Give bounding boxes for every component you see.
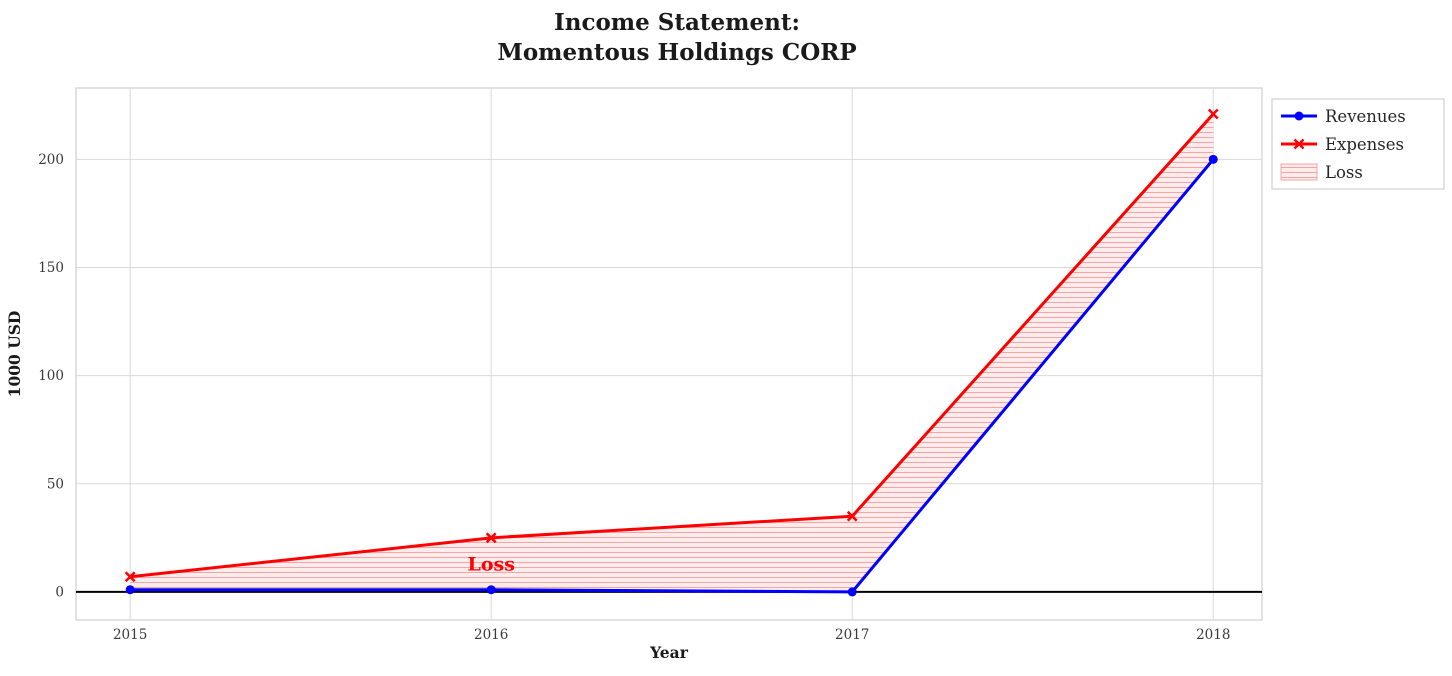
legend-item-expenses: Expenses bbox=[1281, 135, 1404, 154]
y-tick-label: 100 bbox=[38, 368, 64, 384]
legend-circle-marker-icon bbox=[1294, 111, 1304, 121]
expenses-marker-icon bbox=[124, 571, 136, 583]
revenues-line bbox=[130, 158, 1215, 594]
y-tick-label: 200 bbox=[38, 152, 64, 168]
legend-item-loss: Loss bbox=[1280, 163, 1363, 182]
legend-label-loss: Loss bbox=[1325, 163, 1363, 182]
legend-x-marker-icon bbox=[1293, 138, 1305, 150]
legend-label-revenues: Revenues bbox=[1325, 107, 1406, 126]
x-axis-tick-labels: 2015 2016 2017 2018 bbox=[113, 627, 1230, 643]
legend-loss-swatch-icon bbox=[1280, 163, 1318, 181]
expenses-marker-icon bbox=[846, 510, 858, 522]
legend-label-expenses: Expenses bbox=[1325, 135, 1404, 154]
x-axis-label: Year bbox=[649, 643, 689, 662]
data-series bbox=[124, 108, 1219, 597]
y-tick-label: 0 bbox=[55, 584, 64, 600]
revenues-marker-icon bbox=[125, 585, 135, 595]
expenses-marker-icon bbox=[485, 532, 497, 544]
revenues-marker-icon bbox=[1208, 154, 1218, 164]
legend-item-revenues: Revenues bbox=[1281, 107, 1406, 126]
y-axis-label: 1000 USD bbox=[5, 311, 24, 398]
legend: Revenues Expenses Loss bbox=[1271, 98, 1445, 190]
x-tick-label: 2017 bbox=[835, 627, 869, 643]
chart-title-line-1: Income Statement: bbox=[554, 9, 800, 36]
chart-title-line-2: Momentous Holdings CORP bbox=[497, 39, 856, 66]
loss-fill-region bbox=[130, 113, 1214, 592]
x-tick-label: 2018 bbox=[1196, 627, 1230, 643]
loss-area bbox=[130, 113, 1214, 592]
x-tick-label: 2016 bbox=[474, 627, 508, 643]
y-tick-label: 50 bbox=[47, 476, 64, 492]
x-tick-label: 2015 bbox=[113, 627, 147, 643]
loss-annotation: Loss bbox=[467, 553, 514, 575]
y-tick-label: 150 bbox=[38, 260, 64, 276]
revenues-marker-icon bbox=[486, 585, 496, 595]
expenses-marker-icon bbox=[1207, 108, 1219, 120]
revenues-marker-icon bbox=[847, 587, 857, 597]
expenses-line bbox=[129, 112, 1215, 579]
y-axis-tick-labels: 0 50 100 150 200 bbox=[38, 152, 64, 601]
